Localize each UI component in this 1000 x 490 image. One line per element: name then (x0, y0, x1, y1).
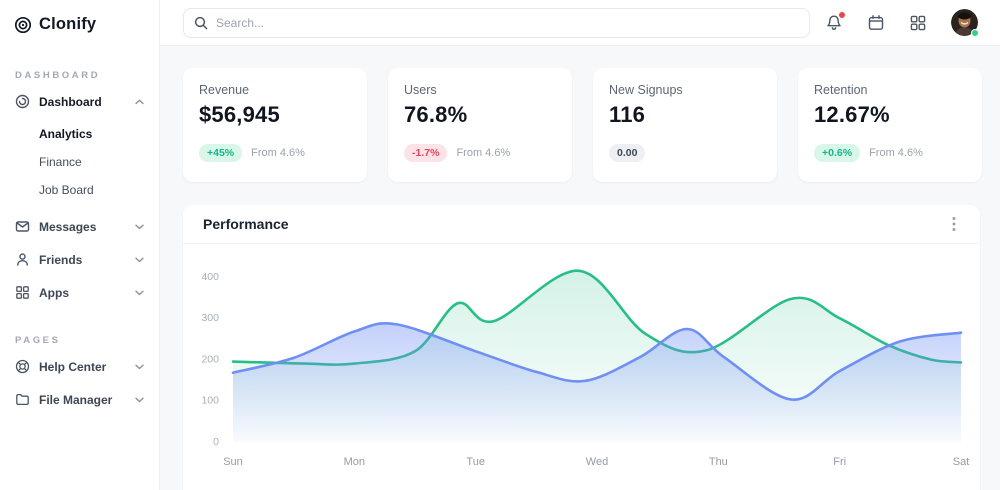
svg-text:200: 200 (201, 353, 219, 365)
sidebar-subitem-finance[interactable]: Finance (39, 155, 82, 169)
chevron-up-icon (135, 99, 144, 105)
messages-icon (15, 219, 30, 234)
stat-badge: -1.7% (404, 144, 448, 162)
svg-text:300: 300 (201, 312, 219, 324)
performance-title: Performance (203, 216, 289, 232)
sidebar-item-help-center[interactable]: Help Center (0, 350, 159, 383)
svg-text:Thu: Thu (709, 456, 728, 468)
sidebar: Clonify DASHBOARD Dashboard Analytics Fi… (0, 0, 160, 490)
topbar-actions (825, 9, 1000, 37)
sidebar-item-label: Help Center (39, 359, 107, 374)
sidebar-item-messages[interactable]: Messages (0, 210, 159, 243)
stat-card-retention: Retention 12.67% +0.6% From 4.6% (798, 68, 982, 182)
kebab-menu-icon[interactable] (948, 212, 960, 236)
sidebar-item-label: Friends (39, 252, 83, 267)
performance-chart: 0 100 200 300 400 Sun Mon Tue Wed Thu Fri Sat (201, 269, 969, 468)
notifications-bell-icon[interactable] (825, 11, 845, 32)
svg-text:Wed: Wed (586, 456, 608, 468)
stat-note: From 4.6% (251, 147, 305, 159)
chevron-down-icon (135, 364, 144, 370)
sidebar-section-dashboard: DASHBOARD (15, 70, 101, 81)
stat-card-new-signups: New Signups 116 0.00 (593, 68, 777, 182)
stat-note: From 4.6% (456, 147, 511, 159)
apps-icon (15, 285, 30, 300)
friends-icon (15, 252, 30, 267)
sidebar-item-label: Apps (39, 285, 69, 300)
stat-title: Revenue (199, 83, 250, 97)
folder-icon (15, 392, 30, 407)
sidebar-item-label: Dashboard (39, 94, 102, 109)
svg-text:100: 100 (201, 395, 219, 407)
online-status-dot (971, 29, 979, 37)
svg-text:Fri: Fri (833, 456, 846, 468)
sidebar-item-label: Messages (39, 219, 97, 234)
stat-card-revenue: Revenue $56,945 +45% From 4.6% (183, 68, 367, 182)
chevron-down-icon (135, 290, 144, 296)
stat-card-users: Users 76.8% -1.7% From 4.6% (388, 68, 572, 182)
search-icon (194, 16, 208, 30)
stat-badge: +0.6% (814, 144, 861, 162)
stat-title: New Signups (609, 83, 683, 97)
search-input[interactable] (216, 15, 799, 30)
search-box[interactable] (183, 7, 810, 38)
apps-grid-icon[interactable] (909, 14, 927, 32)
sidebar-subitem-analytics[interactable]: Analytics (39, 127, 93, 141)
sidebar-item-friends[interactable]: Friends (0, 243, 159, 276)
topbar (160, 0, 1000, 46)
series-blue-area (233, 323, 961, 442)
stat-badge: 0.00 (609, 144, 646, 162)
sidebar-item-file-manager[interactable]: File Manager (0, 383, 159, 416)
notification-badge-dot (839, 11, 845, 18)
chevron-down-icon (135, 224, 144, 230)
sidebar-item-label: File Manager (39, 392, 113, 407)
chevron-down-icon (135, 397, 144, 403)
stat-value: 116 (609, 102, 646, 127)
stat-value: 76.8% (404, 102, 468, 127)
sidebar-subitem-job-board[interactable]: Job Board (39, 183, 94, 197)
brand: Clonify (0, 0, 159, 44)
stat-title: Retention (814, 83, 868, 97)
performance-header: Performance (183, 205, 980, 244)
user-avatar[interactable] (951, 9, 979, 37)
x-axis-labels: Sun Mon Tue Wed Thu Fri Sat (223, 456, 969, 468)
svg-text:Mon: Mon (344, 456, 365, 468)
y-axis-ticks: 0 100 200 300 400 (201, 271, 219, 448)
svg-text:400: 400 (201, 271, 219, 283)
brand-logo-icon (14, 16, 32, 34)
svg-text:Sun: Sun (223, 456, 243, 468)
dashboard-sub-items: Analytics Finance Job Board (0, 118, 159, 210)
stat-title: Users (404, 83, 437, 97)
chevron-down-icon (135, 257, 144, 263)
performance-card: Performance 0 100 200 300 400 Sun Mon Tue Wed Th… (183, 205, 980, 490)
svg-text:Tue: Tue (466, 456, 485, 468)
svg-text:0: 0 (213, 436, 219, 448)
calendar-icon[interactable] (867, 14, 885, 32)
stats-row: Revenue $56,945 +45% From 4.6% Users 76.… (183, 68, 982, 182)
series-blue-line (231, 322, 963, 401)
stat-badge: +45% (199, 144, 243, 162)
svg-text:Sat: Sat (953, 456, 970, 468)
stat-value: $56,945 (199, 102, 280, 127)
brand-name: Clonify (39, 15, 97, 33)
stat-value: 12.67% (814, 102, 890, 127)
sidebar-item-dashboard[interactable]: Dashboard (0, 85, 159, 118)
stat-note: From 4.6% (869, 147, 923, 159)
sidebar-section-pages: PAGES (15, 335, 61, 346)
help-icon (15, 359, 30, 374)
sidebar-item-apps[interactable]: Apps (0, 276, 159, 309)
dashboard-icon (15, 94, 30, 109)
